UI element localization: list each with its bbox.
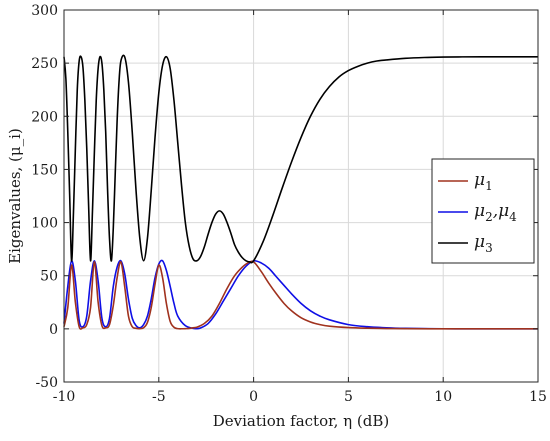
legend-label: μ1 [474,170,493,193]
y-tick-label: 0 [49,322,58,338]
y-tick-labels: -50 0 50 100 150 200 250 300 [31,3,58,391]
x-tick-label: -5 [152,389,166,405]
y-tick-label: 200 [31,109,58,125]
y-tick-label: 250 [31,56,58,72]
series-layer [63,54,539,330]
y-axis-label: Eigenvalues, (μ_i) [6,128,24,264]
y-tick-label: 150 [31,162,58,178]
x-tick-labels: -10 -5 0 5 10 15 [53,389,547,405]
tick-layer [63,9,539,383]
x-tick-label: 0 [249,389,258,405]
x-tick-label: 15 [529,389,547,405]
y-tick-label: 300 [31,3,58,19]
plot-frame [63,9,539,383]
x-tick-label: 5 [344,389,353,405]
legend: μ1 μ2,μ4 μ3 [431,158,535,264]
legend-label: μ2,μ4 [474,201,517,224]
y-tick-label: -50 [35,375,58,391]
y-tick-label: 100 [31,216,58,232]
x-axis-label: Deviation factor, η (dB) [213,412,390,430]
legend-box [431,158,535,264]
series-line-3 [63,54,538,264]
y-tick-label: 50 [40,269,58,285]
legend-label: μ3 [474,232,493,255]
series-line-1 [63,260,539,330]
x-tick-label: 10 [434,389,452,405]
x-tick-label: -10 [53,389,76,405]
series-line-2 [63,259,539,330]
